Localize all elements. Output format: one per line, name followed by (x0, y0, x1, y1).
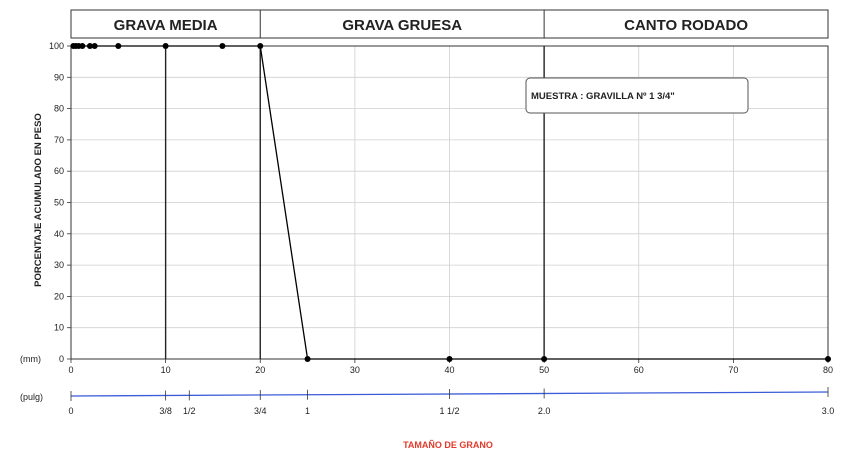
x-axis-title: TAMAÑO DE GRANO (403, 440, 493, 450)
bands-frame (70, 9, 829, 39)
data-point (446, 356, 453, 362)
y-tick-label: 0 (59, 354, 64, 364)
data-point (541, 356, 548, 362)
x-tick-label: 40 (444, 365, 454, 375)
pulg-unit-label: (pulg) (20, 392, 43, 402)
pulg-tick-label: 2.0 (538, 406, 551, 416)
mm-unit-label: (mm) (20, 354, 41, 364)
data-point (162, 43, 169, 49)
data-point (219, 43, 226, 49)
x-tick-label: 70 (728, 365, 738, 375)
y-tick-label: 90 (54, 72, 64, 82)
x-axis-pulg: 0 3/8 1/2 3/4 1 1 1/2 2.0 3.0 (68, 387, 834, 416)
pulg-tick-label: 1 1/2 (439, 406, 459, 416)
y-tick-label: 100 (49, 41, 64, 51)
data-point (257, 43, 264, 49)
x-tick-label: 60 (634, 365, 644, 375)
data-point (115, 43, 122, 49)
x-tick-label: 50 (539, 365, 549, 375)
y-tick-label: 50 (54, 198, 64, 208)
x-tick-label: 20 (255, 365, 265, 375)
y-tick-label: 30 (54, 260, 64, 270)
x-tick-label: 30 (350, 365, 360, 375)
y-axis-ticks: 0 10 20 30 40 50 60 70 80 90 100 (49, 41, 71, 364)
y-tick-label: 40 (54, 229, 64, 239)
pulg-tick-label: 1/2 (183, 406, 196, 416)
data-point (91, 43, 98, 49)
data-point (304, 356, 311, 362)
pulg-tick-label: 1 (305, 406, 310, 416)
soil-class-bands: GRAVA MEDIA GRAVA GRUESA CANTO RODADO (70, 9, 829, 39)
data-point (79, 43, 86, 49)
annotation-box: MUESTRA : GRAVILLA Nº 1 3/4" (525, 77, 749, 114)
band-label: CANTO RODADO (624, 17, 748, 34)
pulg-tick-label: 3.0 (822, 406, 835, 416)
annotation-frame (525, 77, 749, 114)
x-tick-label: 10 (161, 365, 171, 375)
x-axis-mm-ticks: 0 10 20 30 40 50 60 70 80 (68, 359, 833, 375)
pulg-tick-label: 3/8 (159, 406, 172, 416)
band-label: GRAVA GRUESA (342, 17, 462, 34)
y-tick-label: 70 (54, 135, 64, 145)
data-point (825, 356, 831, 362)
y-tick-label: 60 (54, 166, 64, 176)
pulg-tick-label: 3/4 (254, 406, 267, 416)
x-tick-label: 0 (68, 365, 73, 375)
y-tick-label: 80 (54, 104, 64, 114)
x-tick-label: 80 (823, 365, 833, 375)
data-point (86, 43, 93, 49)
band-label: GRAVA MEDIA (114, 17, 218, 34)
grid-lines (71, 46, 828, 359)
y-tick-label: 10 (54, 323, 64, 333)
pulg-tick-label: 0 (68, 406, 73, 416)
y-axis-title: PORCENTAJE ACUMULADO EN PESO (33, 113, 44, 287)
y-tick-label: 20 (54, 291, 64, 301)
series-layer (70, 43, 831, 362)
annotation-text: MUESTRA : GRAVILLA Nº 1 3/4" (531, 91, 675, 102)
